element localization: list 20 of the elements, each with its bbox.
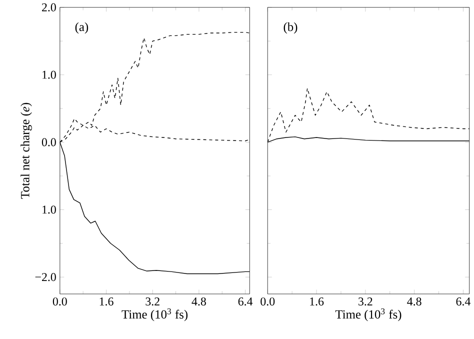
y-tick-label: −2.0 xyxy=(35,273,56,282)
x-tick-label: 6.4 xyxy=(238,298,253,306)
x-tick-label: 1.6 xyxy=(310,298,324,306)
text: (b) xyxy=(284,22,298,34)
x-axis-title: Time (10$^{3}$ fs) xyxy=(335,308,402,322)
x-tick-label: 4.8 xyxy=(407,298,422,306)
x-axis-title: Time (10$^{3}$ fs) xyxy=(122,308,188,322)
x-tick-label: 3.2 xyxy=(358,298,372,306)
x-tick-label: 6.4 xyxy=(456,298,470,306)
y-tick-label: 0.0 xyxy=(42,138,56,146)
text: (a) xyxy=(75,22,88,34)
x-tick-label: 3.2 xyxy=(146,298,160,306)
y-tick-label: 1.0 xyxy=(42,206,56,214)
x-tick-label: 1.6 xyxy=(100,298,114,306)
y-axis-title: Total net charge (e) xyxy=(20,102,32,199)
y-tick-label: 2.0 xyxy=(42,3,56,12)
x-tick-label: 0.0 xyxy=(260,298,275,306)
y-tick-label: 1.0 xyxy=(42,70,56,79)
x-tick-label: 4.8 xyxy=(192,298,206,306)
x-tick-label: 0.0 xyxy=(52,298,67,306)
